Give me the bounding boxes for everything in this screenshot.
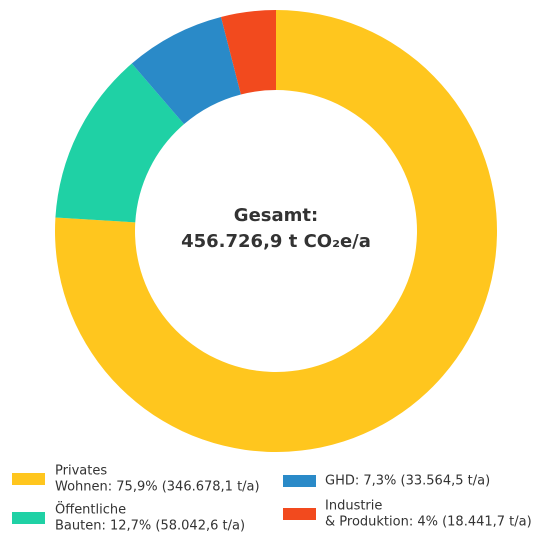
legend-swatch xyxy=(283,508,316,520)
center-value: 456.726,9 t CO₂e/a xyxy=(181,231,371,252)
legend-label: Bauten: 12,7% (58.042,6 t/a) xyxy=(55,519,245,534)
legend-label: & Produktion: 4% (18.441,7 t/a) xyxy=(325,515,532,530)
legend-swatch xyxy=(12,473,45,485)
legend-label: GHD: 7,3% (33.564,5 t/a) xyxy=(325,474,490,489)
center-title: Gesamt: xyxy=(234,205,318,226)
donut-segment xyxy=(55,10,497,452)
legend-label: Privates xyxy=(55,464,107,479)
donut-segment xyxy=(220,10,276,95)
legend-swatch xyxy=(283,475,316,487)
legend-label: Wohnen: 75,9% (346.678,1 t/a) xyxy=(55,480,260,495)
donut-segment xyxy=(55,63,185,223)
donut-segment xyxy=(131,16,241,125)
legend-label: Öffentliche xyxy=(55,501,126,518)
legend-label: Industrie xyxy=(325,499,382,514)
legend-swatch xyxy=(12,512,45,524)
